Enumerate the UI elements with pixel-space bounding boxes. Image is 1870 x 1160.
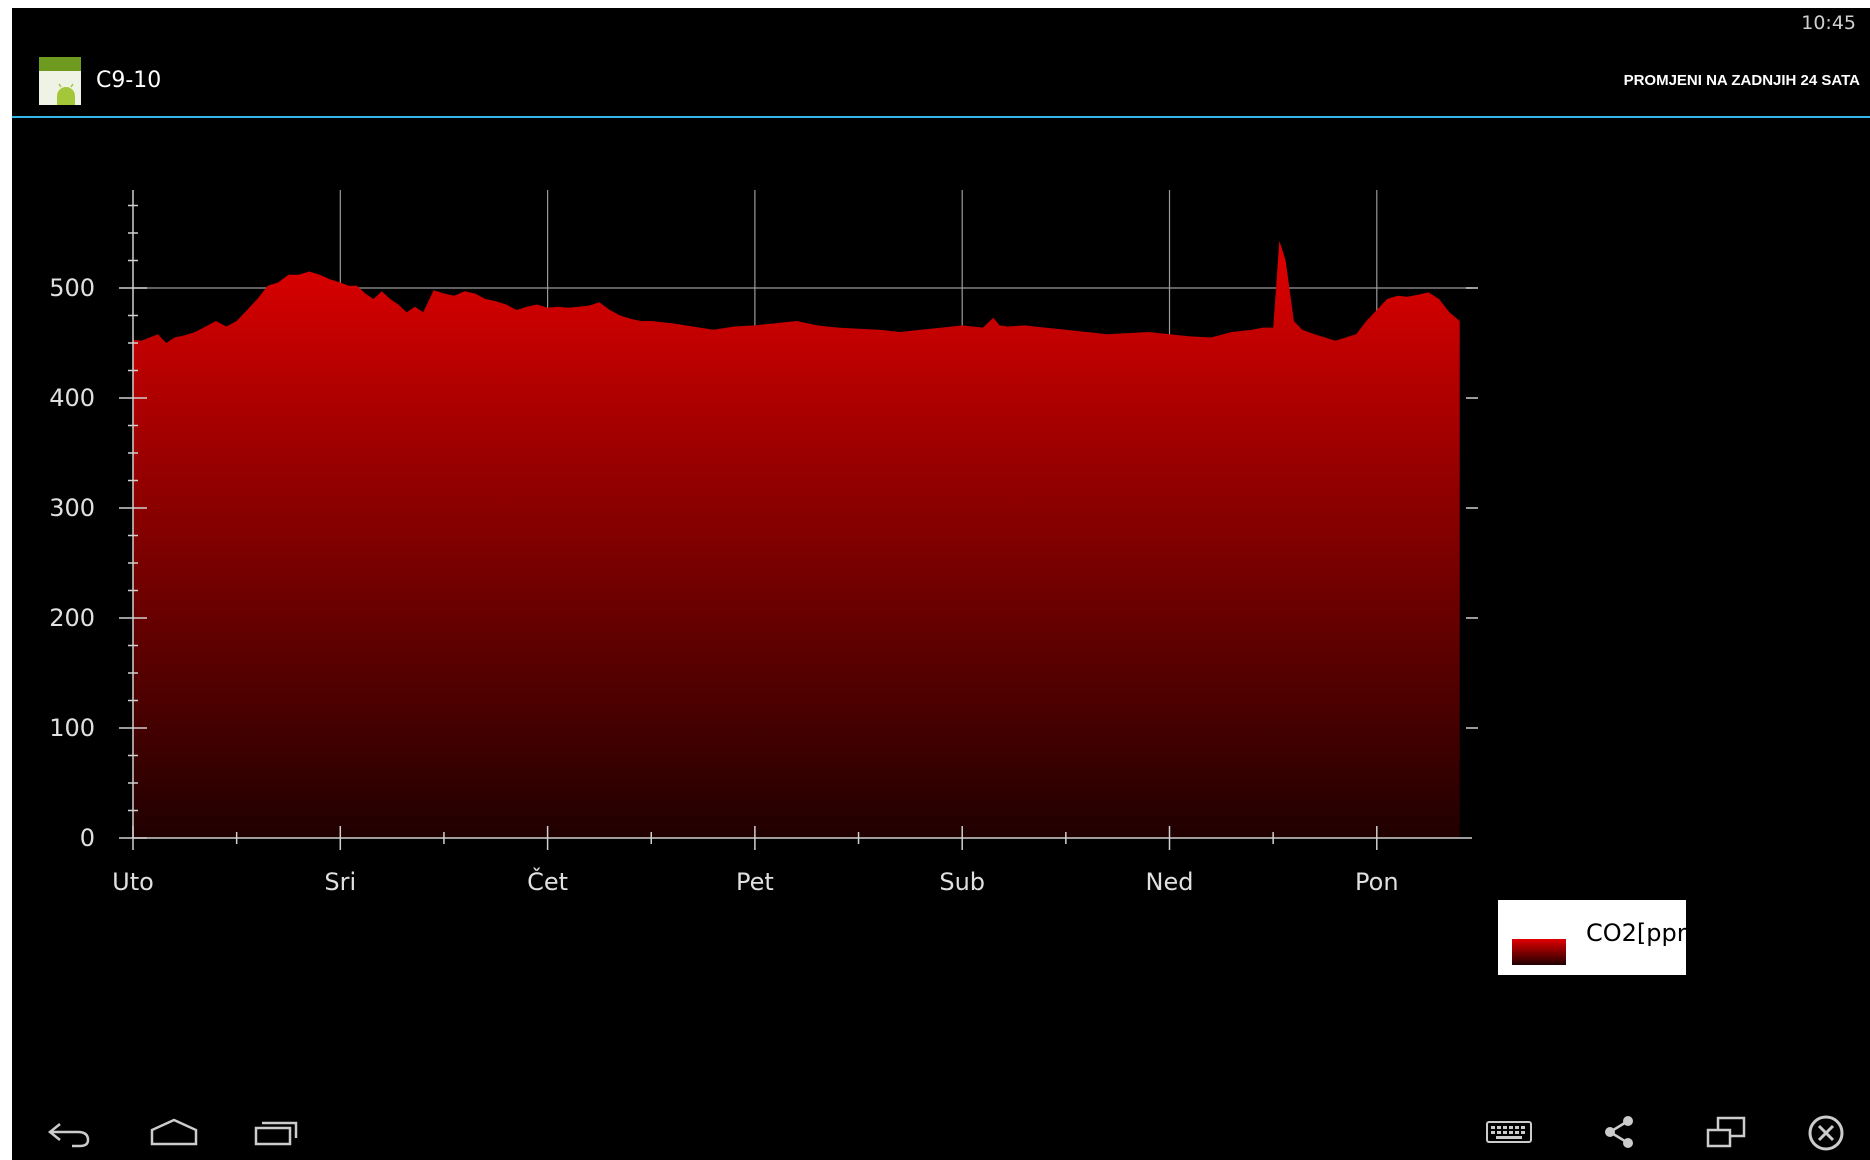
legend-label: CO2[ppm] bbox=[1586, 919, 1710, 947]
chart-legend: CO2[ppm] bbox=[1498, 900, 1710, 975]
x-tick-label: Pon bbox=[1355, 868, 1399, 896]
back-icon[interactable] bbox=[46, 1114, 92, 1154]
y-tick-label: 0 bbox=[80, 824, 95, 852]
action-bar: C9-10 PROMJENI NA ZADNJIH 24 SATA bbox=[12, 38, 1870, 118]
android-app-icon[interactable] bbox=[38, 56, 82, 106]
close-circle-icon[interactable] bbox=[1806, 1114, 1846, 1156]
x-tick-label: Čet bbox=[527, 866, 568, 896]
legend-swatch bbox=[1512, 939, 1566, 965]
y-tick-label: 300 bbox=[49, 494, 95, 522]
app-title: C9-10 bbox=[96, 68, 162, 93]
x-tick-label: Sub bbox=[939, 868, 985, 896]
status-clock: 10:45 bbox=[1801, 12, 1856, 34]
y-tick-label: 100 bbox=[49, 714, 95, 742]
y-tick-label: 200 bbox=[49, 604, 95, 632]
y-tick-label: 500 bbox=[49, 274, 95, 302]
co2-series-area bbox=[133, 240, 1460, 838]
home-icon[interactable] bbox=[148, 1114, 200, 1154]
status-bar: 10:45 bbox=[12, 8, 1870, 38]
recent-apps-icon[interactable] bbox=[252, 1114, 300, 1154]
y-tick-label: 400 bbox=[49, 384, 95, 412]
x-tick-label: Pet bbox=[736, 868, 774, 896]
x-tick-label: Sri bbox=[324, 868, 356, 896]
change-period-button[interactable]: PROMJENI NA ZADNJIH 24 SATA bbox=[1623, 72, 1860, 89]
co2-area-chart: 0 100 200 300 400 500 Uto Sri Čet Pet Sub Ned Pon CO… bbox=[49, 190, 1710, 975]
x-tick-label: Ned bbox=[1146, 868, 1194, 896]
share-icon[interactable] bbox=[1600, 1114, 1640, 1154]
navigation-bar bbox=[12, 1108, 1870, 1160]
x-tick-label: Uto bbox=[112, 868, 154, 896]
device-screen: 10:45 C9-10 PROMJENI NA ZADNJIH 24 SATA bbox=[12, 8, 1870, 1160]
keyboard-icon[interactable] bbox=[1484, 1114, 1534, 1154]
window-icon[interactable] bbox=[1704, 1114, 1748, 1154]
